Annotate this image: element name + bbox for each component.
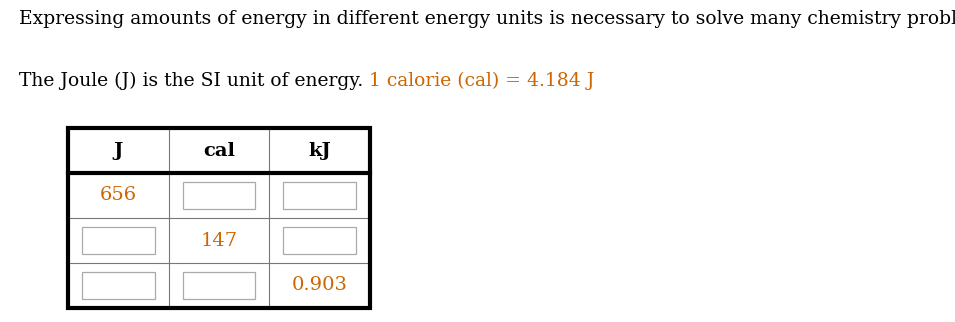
Text: 656: 656 bbox=[99, 186, 137, 204]
Bar bbox=[82, 272, 155, 299]
Text: J: J bbox=[114, 141, 123, 159]
Text: 147: 147 bbox=[201, 232, 238, 250]
Text: cal: cal bbox=[203, 141, 235, 159]
Text: Expressing amounts of energy in different energy units is necessary to solve man: Expressing amounts of energy in differen… bbox=[19, 10, 955, 28]
Bar bbox=[182, 272, 255, 299]
Text: kJ: kJ bbox=[308, 141, 331, 159]
Bar bbox=[182, 182, 255, 209]
Text: 0.903: 0.903 bbox=[291, 277, 348, 295]
Bar bbox=[284, 227, 356, 254]
Text: 1 calorie (cal) = 4.184 J: 1 calorie (cal) = 4.184 J bbox=[370, 72, 595, 90]
Bar bbox=[82, 227, 155, 254]
Bar bbox=[284, 182, 356, 209]
Text: The Joule (J) is the SI unit of energy.: The Joule (J) is the SI unit of energy. bbox=[19, 72, 370, 90]
Bar bbox=[68, 128, 370, 308]
